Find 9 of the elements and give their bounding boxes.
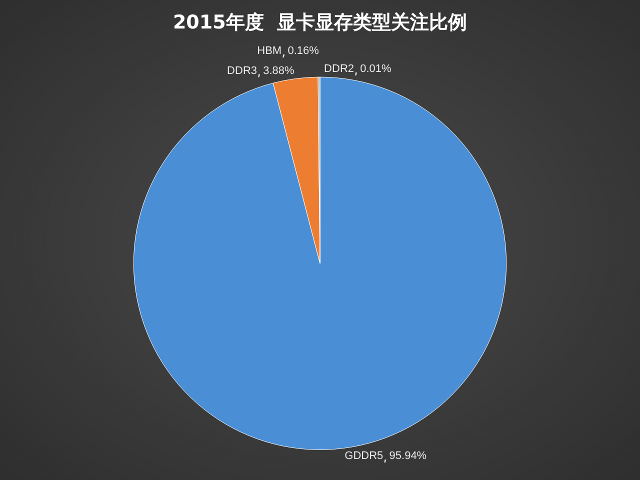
data-label: 95.94% (389, 450, 427, 462)
data-label: 0.01% (360, 63, 392, 76)
data-label: 3.88% (263, 64, 295, 77)
slice-label: DDR2 (324, 63, 354, 76)
slice-label: GDDR5 (344, 450, 384, 462)
slice-label: DDR3 (227, 64, 258, 77)
slice-label: HBM (257, 45, 282, 58)
data-label: 0.16% (288, 45, 320, 58)
chart-title: 2015年度 显卡显存类型关注比例 (172, 11, 468, 34)
